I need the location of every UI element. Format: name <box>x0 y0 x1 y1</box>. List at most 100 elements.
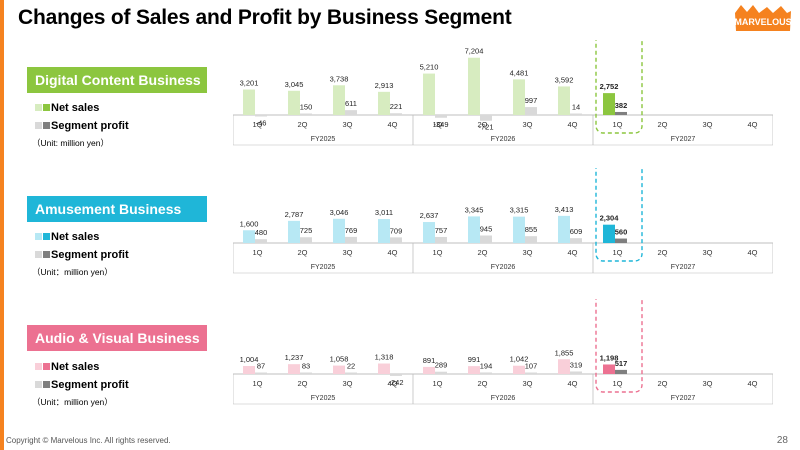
profit-data-label: -721 <box>478 123 493 132</box>
legend-swatch-light <box>35 363 42 370</box>
legend-swatch-light <box>35 251 42 258</box>
profit-data-label: 22 <box>347 362 355 371</box>
sales-bar <box>603 93 615 115</box>
profit-bar <box>300 237 312 243</box>
profit-data-label: 609 <box>570 227 583 236</box>
category-label: 1Q <box>612 248 622 257</box>
category-label: 1Q <box>612 379 622 388</box>
category-label: 2Q <box>657 379 667 388</box>
profit-bar <box>300 372 312 374</box>
chart-svg: 1Q 2Q 3Q 4Q 1Q 2Q 3Q 4Q 1Q 2Q 3Q 4Q FY2025 FY2026 FY20… <box>233 40 773 146</box>
legend-segment-profit: Segment profit <box>35 248 129 262</box>
category-label: 1Q <box>432 379 442 388</box>
category-label: 2Q <box>297 379 307 388</box>
profit-bar <box>435 236 447 243</box>
category-label: 4Q <box>567 248 577 257</box>
profit-bar <box>255 239 267 243</box>
profit-bar <box>435 371 447 374</box>
sales-data-label: 3,045 <box>285 80 304 89</box>
profit-data-label: -349 <box>433 120 448 129</box>
profit-bar <box>390 374 402 376</box>
sales-bar <box>288 90 300 115</box>
profit-data-label: 14 <box>572 103 580 112</box>
category-label: 1Q <box>252 248 262 257</box>
legend-net-sales: Net sales <box>35 360 99 374</box>
legend-swatch-light <box>35 122 42 129</box>
sales-data-label: 1,004 <box>240 355 259 364</box>
sales-bar <box>378 91 390 115</box>
highlight-box <box>595 168 643 262</box>
sales-bar <box>558 215 570 243</box>
sales-bar <box>513 216 525 243</box>
profit-data-label: 855 <box>525 225 538 234</box>
category-label: 1Q <box>252 120 262 129</box>
profit-data-label: 517 <box>615 359 628 368</box>
sales-data-label: 3,592 <box>555 75 574 84</box>
sales-data-label: 1,237 <box>285 353 304 362</box>
sales-data-label: 1,318 <box>375 353 394 362</box>
sales-data-label: 3,413 <box>555 205 574 214</box>
unit-label: （Unit：million yen） <box>32 267 113 277</box>
category-label: 3Q <box>342 248 352 257</box>
sales-bar <box>243 366 255 374</box>
category-label: 1Q <box>432 248 442 257</box>
profit-bar <box>345 236 357 243</box>
legend-swatch-light <box>35 233 42 240</box>
profit-bar <box>480 235 492 243</box>
category-label: 3Q <box>342 379 352 388</box>
category-label: 3Q <box>702 248 712 257</box>
sales-data-label: 3,315 <box>510 206 529 215</box>
left-accent-bar <box>0 0 4 450</box>
fiscal-year-label: FY2026 <box>491 136 516 143</box>
sales-data-label: 1,600 <box>240 219 259 228</box>
sales-bar <box>468 216 480 243</box>
profit-bar <box>390 113 402 115</box>
profit-bar <box>570 113 582 115</box>
sales-data-label: 2,752 <box>600 82 619 91</box>
category-label: 1Q <box>612 120 622 129</box>
copyright-footer: Copyright © Marvelous Inc. All rights re… <box>6 436 171 445</box>
profit-data-label: 150 <box>300 103 313 112</box>
category-label: 4Q <box>387 248 397 257</box>
sales-data-label: 1,058 <box>330 355 349 364</box>
category-label: 1Q <box>432 120 442 129</box>
sales-data-label: 891 <box>423 356 436 365</box>
profit-bar <box>570 238 582 243</box>
profit-data-label: 319 <box>570 360 583 369</box>
profit-data-label: -46 <box>256 119 267 128</box>
sales-bar <box>603 364 615 374</box>
sales-bar <box>603 224 615 243</box>
profit-bar <box>525 372 537 374</box>
sales-data-label: 2,304 <box>600 214 620 223</box>
segment-label-amusement: Amusement Business <box>27 196 207 222</box>
sales-data-label: 3,201 <box>240 79 259 88</box>
legend-swatch-light <box>35 104 42 111</box>
segment-label-digital-content: Digital Content Business <box>27 67 207 93</box>
category-label: 3Q <box>522 379 532 388</box>
profit-bar <box>525 107 537 115</box>
chart-svg: 1Q 2Q 3Q 4Q 1Q 2Q 3Q 4Q 1Q 2Q 3Q 4Q FY2025 FY2026 FY20… <box>233 299 773 405</box>
category-label: 3Q <box>342 120 352 129</box>
fiscal-year-label: FY2025 <box>311 395 336 402</box>
profit-data-label: 107 <box>525 362 538 371</box>
profit-bar <box>435 115 447 118</box>
chart-svg: 1Q 2Q 3Q 4Q 1Q 2Q 3Q 4Q 1Q 2Q 3Q 4Q FY2025 FY2026 FY20… <box>233 168 773 274</box>
category-label: 4Q <box>567 120 577 129</box>
category-label: 3Q <box>522 120 532 129</box>
legend-swatch-dark <box>43 363 50 370</box>
profit-bar <box>570 371 582 374</box>
profit-data-label: -242 <box>388 378 403 387</box>
fiscal-year-label: FY2027 <box>671 395 696 402</box>
profit-data-label: 560 <box>615 228 628 237</box>
sales-data-label: 2,637 <box>420 211 439 220</box>
profit-data-label: 769 <box>345 226 358 235</box>
legend-swatch-light <box>35 381 42 388</box>
sales-bar <box>558 86 570 115</box>
category-label: 4Q <box>387 379 397 388</box>
category-label: 4Q <box>387 120 397 129</box>
segment-label-audio-visual: Audio & Visual Business <box>27 325 207 351</box>
profit-data-label: 709 <box>390 226 403 235</box>
sales-bar <box>513 79 525 115</box>
sales-bar <box>378 363 390 374</box>
sales-bar <box>423 73 435 115</box>
